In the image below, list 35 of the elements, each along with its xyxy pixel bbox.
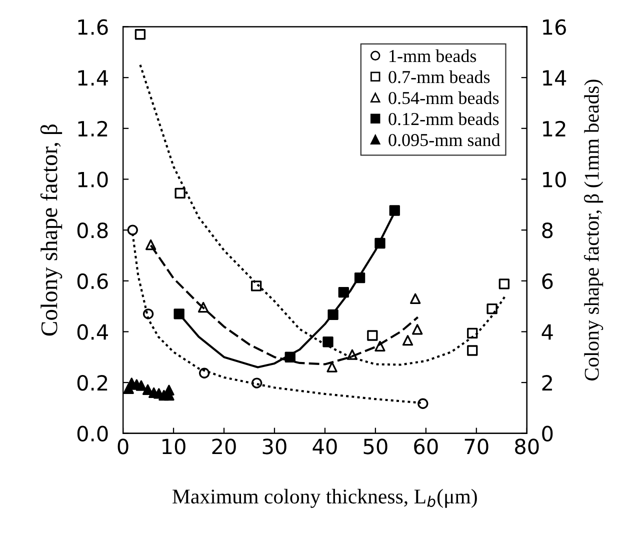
y-tick-label: 1.2 bbox=[78, 120, 108, 136]
y-tick-label: 0.6 bbox=[77, 273, 108, 290]
y2-tick-label: 4 bbox=[542, 324, 553, 340]
y-tick-label: 0.2 bbox=[77, 374, 108, 391]
y2-tick-label: 12 bbox=[543, 120, 566, 136]
y-tick-label: 0.8 bbox=[77, 222, 108, 238]
x-tick-label: 0 bbox=[118, 438, 128, 454]
y2-tick-label: 10 bbox=[543, 172, 566, 188]
legend-label: 0.7-mm beads bbox=[388, 70, 490, 84]
x-tick-label: 60 bbox=[414, 438, 438, 454]
x-tick-label: 30 bbox=[262, 438, 286, 454]
x-tick-label: 20 bbox=[212, 438, 236, 454]
y2-tick-label: 0 bbox=[542, 426, 553, 442]
y-tick-label: 1.0 bbox=[78, 172, 108, 188]
y-tick-label: 0.4 bbox=[77, 324, 108, 340]
y2-tick-label: 16 bbox=[543, 19, 566, 35]
legend-label: 0.54-mm beads bbox=[388, 91, 499, 104]
y-tick-label: 1.6 bbox=[78, 19, 108, 35]
y-axis-title: Colony shape factor, β bbox=[40, 124, 62, 336]
y2-tick-label: 8 bbox=[542, 222, 553, 238]
legend-label: 1-mm beads bbox=[390, 49, 476, 62]
x-tick-label: 40 bbox=[312, 438, 337, 454]
y-tick-label: 0.0 bbox=[77, 426, 108, 442]
y-tick-label: 1.4 bbox=[78, 70, 108, 86]
x-tick-label: 70 bbox=[464, 438, 488, 454]
y2-tick-label: 2 bbox=[542, 374, 552, 390]
x-tick-label: 50 bbox=[364, 438, 388, 454]
x-tick-label: 10 bbox=[162, 438, 186, 454]
y2-tick-label: 14 bbox=[543, 70, 566, 86]
legend-label: 0.095-mm sand bbox=[388, 133, 500, 146]
x-tick-label: 80 bbox=[515, 438, 539, 454]
y2-axis-title: Colony shape factor, β (1mm beads) bbox=[584, 80, 604, 380]
y2-tick-label: 6 bbox=[542, 273, 553, 290]
x-axis-title: Maximum colony thickness, L$_{b}$(μm) bbox=[172, 488, 477, 508]
legend-label: 0.12-mm beads bbox=[388, 112, 499, 126]
